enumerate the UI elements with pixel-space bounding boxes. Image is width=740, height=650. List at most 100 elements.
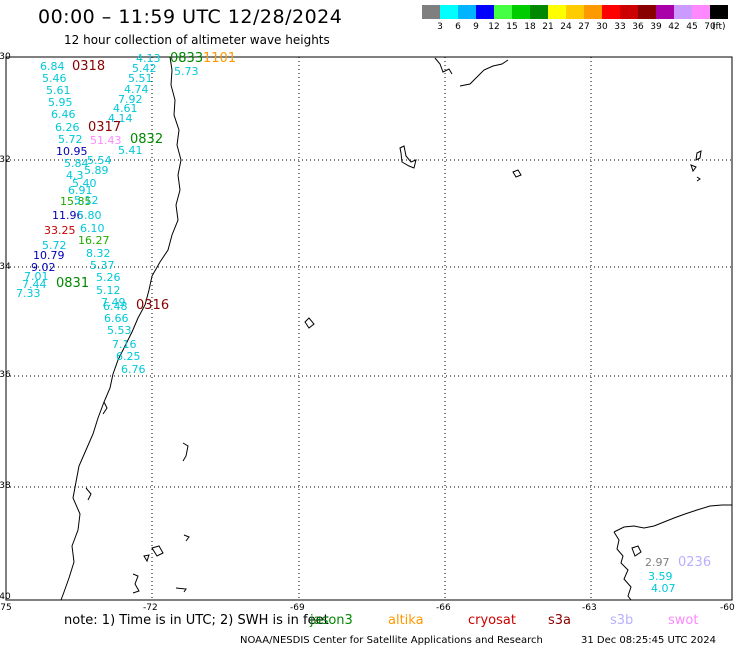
- scale-swatch: [458, 5, 476, 19]
- latitude-label: -38: [0, 481, 11, 491]
- wave-height-label: 6.10: [80, 222, 105, 235]
- scale-swatch: [512, 5, 530, 19]
- scale-tick-label: 21: [542, 22, 554, 32]
- scale-swatch: [530, 5, 548, 19]
- wave-height-label: 5.72: [58, 133, 83, 146]
- generation-timestamp: 31 Dec 08:25:45 UTC 2024: [581, 635, 716, 646]
- wave-height-label: 7.16: [112, 338, 137, 351]
- wave-height-label: 6.48: [103, 300, 128, 313]
- pass-time-label: 0318: [72, 59, 106, 74]
- latitude-label: -30: [0, 52, 11, 62]
- wave-height-label: 4.74: [124, 83, 149, 96]
- graticule: [6, 57, 732, 600]
- wave-height-label: 4.07: [651, 582, 676, 595]
- wave-height-label: 6.46: [51, 108, 76, 121]
- longitude-label: -69: [290, 603, 305, 613]
- wave-height-label: 5.41: [118, 144, 143, 157]
- pass-time-label: 0831: [56, 276, 90, 291]
- satellite-altika: altika: [388, 613, 424, 628]
- scale-swatch: [638, 5, 656, 19]
- scale-swatch: [584, 5, 602, 19]
- scale-swatch: [566, 5, 584, 19]
- pass-time-label: 0316: [136, 298, 170, 313]
- wave-height-label: 6.91: [68, 184, 93, 197]
- wave-height-label: 4.3: [66, 169, 84, 182]
- longitude-label: -66: [436, 603, 451, 613]
- scale-swatch: [656, 5, 674, 19]
- coastline: [60, 56, 732, 601]
- longitude-label: -75: [0, 603, 12, 613]
- wave-height-label: 4.14: [108, 112, 133, 125]
- scale-tick-label: 15: [506, 22, 518, 32]
- scale-swatch: [422, 5, 440, 19]
- longitude-label: -72: [143, 603, 158, 613]
- scale-tick-label: 6: [455, 22, 461, 32]
- pass-time-label: 0832: [130, 132, 164, 147]
- wave-height-label: 5.61: [46, 84, 71, 97]
- wave-height-label: 9.02: [31, 261, 56, 274]
- wave-height-label: 5.89: [84, 164, 109, 177]
- scale-tick-label: 24: [560, 22, 572, 32]
- wave-height-label: 3.59: [648, 570, 673, 583]
- map-subtitle: 12 hour collection of altimeter wave hei…: [64, 33, 330, 47]
- wave-height-label: 6.26: [55, 121, 80, 134]
- map-frame: [5, 56, 733, 601]
- scale-tick-label: 39: [650, 22, 662, 32]
- scale-swatch: [674, 5, 692, 19]
- wave-height-label: 11.96: [52, 209, 84, 222]
- wave-height-label: 5.12: [74, 194, 99, 207]
- pass-time-label: 0833: [170, 51, 204, 66]
- satellite-s3a: s3a: [548, 613, 572, 628]
- wave-height-label: 10.79: [33, 249, 65, 262]
- scale-tick-label: 70: [704, 22, 716, 32]
- wave-height-label: 7.49: [101, 296, 126, 309]
- wave-height-label: 5.42: [132, 62, 157, 75]
- wave-height-label: 6.84: [40, 60, 65, 73]
- latitude-label: -36: [0, 370, 11, 380]
- wave-height-label: 15.85: [60, 195, 92, 208]
- scale-tick-label: 12: [488, 22, 500, 32]
- footnote: note: 1) Time is in UTC; 2) SWH is in fe…: [64, 613, 329, 628]
- wave-height-label: 4.13: [136, 52, 161, 65]
- map-title: 00:00 – 11:59 UTC 12/28/2024: [38, 6, 343, 28]
- wave-height-label: 5.54: [87, 154, 112, 167]
- wave-height-label: 5.72: [42, 239, 67, 252]
- wave-height-label: 8.32: [86, 247, 111, 260]
- latitude-label: -40: [0, 592, 11, 602]
- wave-height-label: 5.26: [96, 271, 121, 284]
- scale-tick-label: 18: [524, 22, 536, 32]
- wave-height-label: 10.95: [56, 145, 88, 158]
- wave-height-label: 33.25: [44, 224, 76, 237]
- satellite-jason3: jason3: [310, 613, 353, 628]
- wave-height-label: 5.84: [64, 157, 89, 170]
- wave-height-label: 7.92: [118, 93, 143, 106]
- pass-time-label: 0236: [678, 555, 712, 570]
- scale-swatch: [710, 5, 728, 19]
- wave-height-label: 5.40: [72, 177, 97, 190]
- longitude-label: -63: [582, 603, 597, 613]
- scale-swatch: [602, 5, 620, 19]
- satellite-s3b: s3b: [610, 613, 634, 628]
- pass-time-label: 0317: [88, 120, 122, 135]
- scale-swatch: [692, 5, 710, 19]
- wave-height-label: 2.97: [645, 556, 670, 569]
- latitude-label: -34: [0, 262, 11, 272]
- wave-height-label: 7.44: [22, 278, 47, 291]
- scale-swatch: [620, 5, 638, 19]
- scale-tick-label: 27: [578, 22, 590, 32]
- wave-height-label: 5.51: [128, 72, 153, 85]
- credit-line: NOAA/NESDIS Center for Satellite Applica…: [240, 635, 543, 646]
- satellite-swot: swot: [668, 613, 699, 628]
- wave-height-label: 5.73: [174, 65, 199, 78]
- wave-height-label: 6.76: [121, 363, 146, 376]
- wave-height-label: 5.53: [107, 324, 132, 337]
- scale-tick-label: 3: [437, 22, 443, 32]
- latitude-label: -32: [0, 155, 11, 165]
- wave-height-label: 16.27: [78, 234, 110, 247]
- scale-tick-label: 9: [473, 22, 479, 32]
- scale-tick-label: 42: [668, 22, 680, 32]
- wave-height-label: 5.95: [48, 96, 73, 109]
- wave-height-label: 5.80: [77, 209, 102, 222]
- wave-height-label: 6.25: [116, 350, 141, 363]
